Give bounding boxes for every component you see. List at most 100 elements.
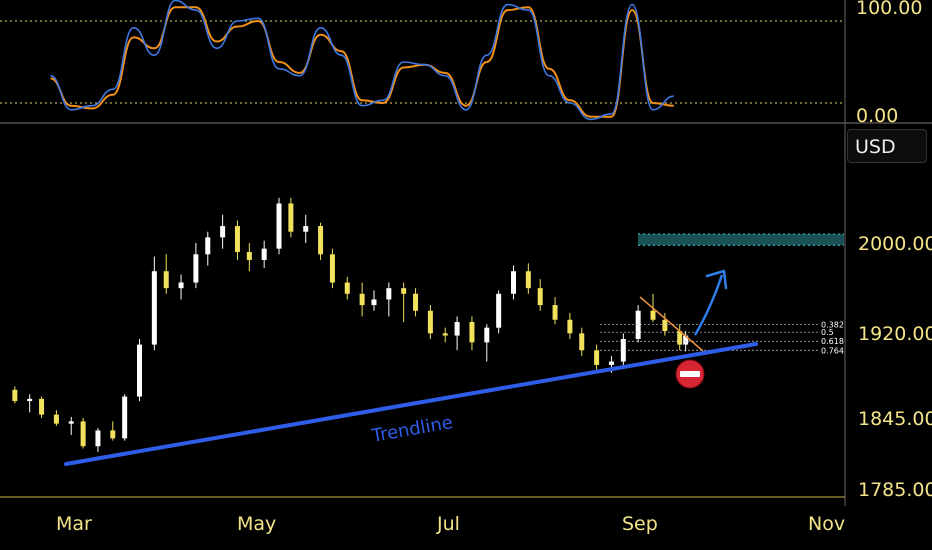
candle (110, 421, 116, 441)
candle-body (110, 430, 116, 439)
stoch-d-line (50, 6, 674, 118)
price-tick-1785: 1785.00 (858, 479, 932, 501)
candle (620, 333, 626, 368)
candle (371, 290, 377, 311)
trendline-label: Trendline (369, 412, 454, 447)
candle (594, 344, 600, 370)
candle (303, 214, 309, 243)
candle (359, 282, 365, 317)
candle-body (193, 254, 199, 283)
candle-body (39, 398, 45, 415)
candle-body (510, 271, 516, 294)
candle-body (662, 319, 668, 332)
time-tick-nov: Nov (808, 513, 845, 535)
candle-body (635, 310, 641, 339)
candle-body (53, 414, 59, 424)
candle (95, 428, 101, 452)
candle (579, 327, 585, 356)
candle-body (68, 421, 74, 424)
candle-body (303, 226, 309, 232)
candle-body (359, 293, 365, 306)
fib-level-label: 0.764 (821, 346, 844, 355)
fib-level-label: 0.618 (821, 337, 844, 346)
candle (496, 290, 502, 334)
candle-body (151, 271, 157, 345)
candle-body (27, 398, 33, 402)
candle-body (401, 288, 407, 294)
candle-body (620, 338, 626, 362)
candle-body (552, 305, 558, 320)
candle-body (608, 361, 614, 365)
candle (413, 288, 419, 317)
descending-channel-line (639, 296, 704, 352)
candle-body (288, 203, 294, 232)
candle (635, 305, 641, 343)
fib-level-label: 0.5 (821, 328, 834, 337)
time-axis[interactable]: Mar May Jul Sep Nov (56, 513, 845, 535)
candle (68, 416, 74, 435)
candle (193, 243, 199, 289)
candle (401, 282, 407, 323)
candle (318, 222, 324, 260)
candle (137, 338, 143, 402)
no-entry-icon (675, 359, 705, 389)
candle (537, 279, 543, 311)
candle-body (205, 237, 211, 255)
candle-body (677, 331, 683, 345)
candle (386, 282, 392, 317)
candle-body (413, 293, 419, 311)
candle-body (276, 203, 282, 249)
candle-body (650, 310, 656, 320)
candle (525, 263, 531, 294)
candle-body (220, 226, 226, 238)
candle (552, 297, 558, 325)
time-tick-jul: Jul (436, 513, 460, 535)
candle-body (137, 344, 143, 397)
candle-body (80, 421, 86, 447)
candle (288, 197, 294, 238)
candle (53, 410, 59, 426)
candle-body (442, 333, 448, 336)
currency-button[interactable]: USD (847, 129, 927, 163)
candle-body (484, 327, 490, 343)
osc-tick-100: 100.00 (856, 0, 922, 19)
candle-body (344, 282, 350, 294)
candle-body (469, 322, 475, 343)
target-zone (638, 233, 844, 246)
price-tick-2000: 2000.00 (858, 233, 932, 255)
candle (234, 220, 240, 260)
time-tick-may: May (237, 513, 276, 535)
candle (344, 276, 350, 300)
candle-body (454, 322, 460, 336)
candle (12, 386, 18, 404)
candle-body (683, 335, 689, 345)
candle (205, 231, 211, 266)
trendline[interactable] (64, 342, 758, 466)
candle-body (537, 288, 543, 306)
candle-body (567, 319, 573, 334)
candle (163, 254, 169, 294)
candles-group (12, 197, 689, 452)
candle (39, 396, 45, 418)
candle-body (427, 310, 433, 334)
osc-tick-0: 0.00 (856, 105, 898, 127)
candle-body (579, 333, 585, 351)
candle-body (163, 271, 169, 289)
candle (122, 394, 128, 441)
candle-body (386, 288, 392, 300)
candle-body (261, 248, 267, 260)
candle-body (122, 396, 128, 439)
candle (178, 274, 184, 300)
oscillator-pane[interactable]: 100.00 0.00 (0, 0, 922, 127)
candle-body (496, 293, 502, 328)
candle (261, 240, 267, 268)
candle-body (329, 254, 335, 283)
candle (469, 316, 475, 351)
candle-body (525, 271, 531, 289)
candle-body (594, 350, 600, 365)
candle (220, 214, 226, 249)
candle (677, 324, 683, 351)
fib-level-label: 0.382 (821, 320, 844, 329)
